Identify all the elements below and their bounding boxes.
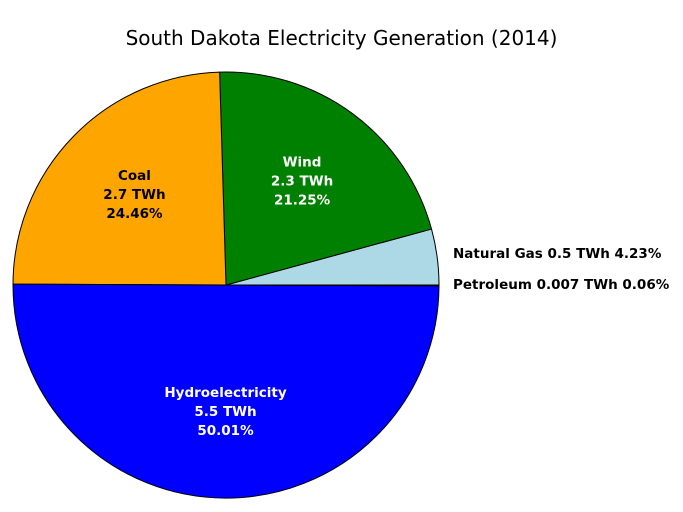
chart-title: South Dakota Electricity Generation (201…	[125, 26, 558, 50]
slice-label-hydroelectricity: Hydroelectricity 5.5 TWh 50.01%	[164, 385, 286, 439]
pie-slice-petroleum	[225, 284, 440, 287]
slice-label-coal: Coal 2.7 TWh 24.46%	[103, 168, 165, 222]
pie-slice-coal	[12, 71, 227, 286]
pie-slice-wind	[219, 71, 433, 286]
pie-slice-hydroelectricity	[12, 283, 440, 499]
slice-label-petroleum: Petroleum 0.007 TWh 0.06%	[453, 277, 670, 293]
slice-label-natural-gas: Natural Gas 0.5 TWh 4.23%	[453, 246, 662, 262]
slice-label-wind: Wind 2.3 TWh 21.25%	[271, 154, 333, 208]
